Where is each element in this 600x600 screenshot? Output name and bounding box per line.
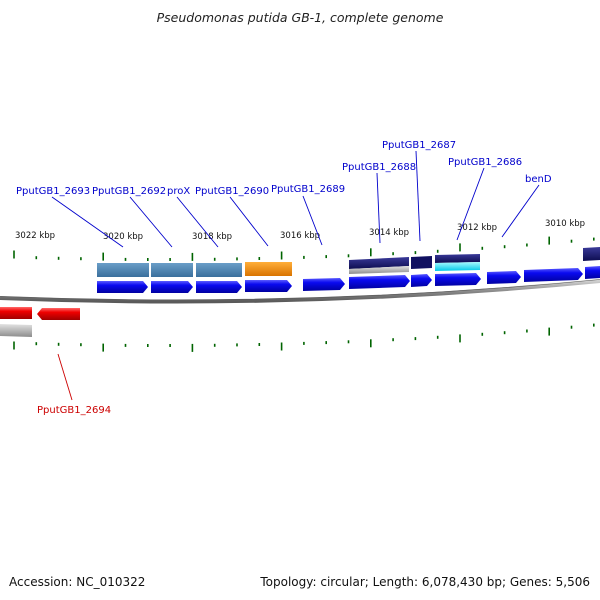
leader-line-2688 [376,172,381,244]
gene-arrow-forward [524,268,583,282]
cog-block [435,262,480,271]
cog-block [97,263,149,277]
ruler-label-3014: 3014 kbp [369,228,409,238]
gene-arrow-reverse [0,307,32,319]
reverse-genes [0,307,80,337]
accession-text: Accession: NC_010322 [9,575,145,589]
genome-backbone-edge [0,279,600,301]
gene-arrow-forward [151,281,193,293]
leader-line-benD [501,184,540,238]
gc-block [349,266,409,274]
gene-arrow-forward [435,273,481,286]
gene-arrow-forward [97,281,148,293]
gene-label-proX: proX [167,186,190,197]
forward-genes [97,266,600,293]
genome-backbone [0,279,600,304]
gene-arrow-forward [349,275,410,289]
gene-label-2687: PputGB1_2687 [382,140,456,151]
leader-line-2694 [57,353,73,401]
cog-block [196,263,242,277]
ruler-label-3016: 3016 kbp [280,231,320,241]
ruler-labels: 3022 kbp 3020 kbp 3018 kbp 3016 kbp 3014… [15,219,585,242]
gene-label-2692: PputGB1_2692 [92,186,166,197]
gene-label-2693: PputGB1_2693 [16,186,90,197]
cog-block [411,256,432,269]
leader-line-2690 [229,196,269,247]
gene-label-2690: PputGB1_2690 [195,186,269,197]
gene-label-2686: PputGB1_2686 [448,157,522,168]
cog-track [97,247,600,277]
map-title: Pseudomonas putida GB-1, complete genome [157,10,444,25]
cog-block [349,257,409,269]
gene-arrow-reverse-2694 [37,308,80,320]
gc-block [0,324,32,337]
leader-line-proX [176,196,219,248]
ruler-label-3012: 3012 kbp [457,223,497,233]
gene-arrow-forward [585,266,600,279]
ruler-label-3020: 3020 kbp [103,232,143,242]
cog-block [151,263,193,277]
leader-line-2692 [129,196,173,248]
leader-line-2693 [51,196,124,248]
inner-ruler-ticks [13,323,595,352]
cog-block [435,254,480,263]
cog-block [583,247,600,261]
outer-ruler-ticks [13,236,595,261]
gene-label-2688: PputGB1_2688 [342,162,416,173]
gene-arrow-forward [196,281,242,293]
gene-labels: PputGB1_2693 PputGB1_2692 proX PputGB1_2… [16,140,552,416]
gene-label-2689: PputGB1_2689 [271,184,345,195]
gene-label-2694: PputGB1_2694 [37,405,111,416]
ruler-label-3010: 3010 kbp [545,219,585,229]
label-leader-lines [51,150,540,401]
genome-summary-text: Topology: circular; Length: 6,078,430 bp… [259,575,590,589]
cog-block [245,262,292,276]
gene-arrow-forward [411,274,432,287]
gene-label-benD: benD [525,174,552,185]
leader-line-2689 [302,195,323,246]
leader-line-2687 [415,150,421,242]
leader-line-2686 [456,167,485,241]
ruler-label-3022: 3022 kbp [15,231,55,241]
gene-arrow-forward [303,278,345,291]
ruler-label-3018: 3018 kbp [192,232,232,242]
gene-arrow-forward [245,280,292,292]
gene-arrow-forward [487,271,521,284]
